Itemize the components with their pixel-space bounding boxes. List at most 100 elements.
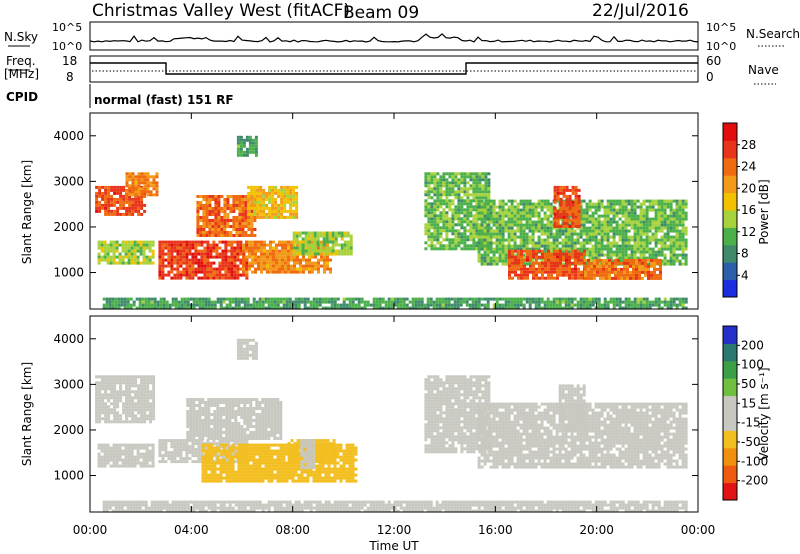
power-cell [151, 243, 155, 247]
power-cell [653, 270, 656, 274]
power-cell [192, 297, 196, 301]
power-cell [211, 210, 215, 213]
power-cell [375, 306, 379, 310]
power-cell [112, 249, 116, 253]
power-cell [669, 199, 673, 203]
power-cell [483, 232, 487, 236]
power-cell [327, 306, 331, 310]
power-cell [553, 224, 557, 228]
power-cell [510, 214, 514, 218]
velocity-cell [131, 414, 135, 418]
power-cell [188, 267, 192, 271]
velocity-cell [146, 402, 150, 406]
power-cell [310, 234, 314, 238]
power-cell [131, 193, 135, 197]
power-cell [304, 249, 308, 253]
power-cell [639, 300, 643, 304]
velocity-cell [143, 411, 147, 415]
velocity-cell [152, 378, 156, 382]
power-cell [663, 262, 667, 266]
power-cell [540, 226, 544, 230]
power-cell [556, 188, 560, 192]
power-cell [565, 203, 569, 207]
power-cell [106, 243, 110, 247]
velocity-cell [113, 381, 117, 385]
power-cell [463, 175, 467, 179]
power-cell [574, 203, 578, 207]
power-cell [666, 214, 670, 218]
power-cell [639, 247, 643, 251]
power-cell [600, 235, 604, 239]
power-cell [609, 208, 613, 212]
power-cell [167, 240, 171, 244]
power-cell [534, 297, 538, 301]
power-cell [635, 261, 638, 265]
power-cell [214, 213, 218, 216]
power-cell [543, 303, 547, 307]
power-cell [469, 226, 473, 230]
power-cell [615, 223, 619, 227]
power-cell [360, 297, 364, 301]
power-cell [137, 212, 141, 216]
power-cell [520, 255, 523, 259]
power-cell [206, 249, 210, 253]
power-cell [644, 264, 647, 268]
power-cell [266, 267, 269, 271]
power-cell [483, 244, 487, 248]
power-cell [128, 194, 132, 198]
power-cell [543, 217, 547, 221]
power-cell [225, 303, 229, 307]
power-cell [600, 241, 604, 245]
power-cell [460, 211, 464, 215]
power-cell [309, 306, 313, 310]
power-cell [136, 246, 140, 250]
power-cell [648, 306, 652, 310]
power-cell [201, 303, 205, 307]
power-cell [546, 244, 550, 248]
power-cell [514, 255, 517, 259]
power-cell [277, 194, 281, 198]
velocity-cell [103, 449, 107, 453]
power-cell [122, 203, 126, 207]
power-cell [552, 247, 556, 251]
power-cell [242, 153, 246, 157]
power-cell [576, 226, 580, 230]
power-cell [188, 264, 192, 268]
power-cell [445, 232, 449, 236]
power-cell [486, 259, 490, 263]
power-cell [559, 270, 562, 274]
power-cell [445, 235, 449, 239]
power-cell [654, 208, 658, 212]
power-cell [645, 241, 649, 245]
power-cell [143, 187, 147, 191]
power-cell [513, 297, 517, 301]
velocity-cell [137, 390, 141, 394]
power-cell [450, 306, 454, 310]
power-cell [320, 252, 323, 256]
power-cell [115, 240, 119, 244]
velocity-cell [113, 390, 117, 394]
velocity-cell [149, 396, 153, 400]
power-cell [594, 226, 598, 230]
power-cell [577, 270, 580, 274]
velocity-cell [152, 411, 156, 415]
power-cell [273, 300, 277, 304]
power-cell [477, 232, 481, 236]
power-cell [510, 205, 514, 209]
power-cell [280, 209, 284, 213]
power-cell [489, 226, 493, 230]
power-cell [127, 246, 131, 250]
power-cell [568, 194, 572, 198]
power-cell [427, 184, 431, 188]
power-cell [311, 240, 314, 244]
power-cell [546, 300, 550, 304]
power-cell [233, 258, 237, 262]
power-cell [287, 243, 290, 247]
power-cell [603, 214, 607, 218]
power-cell [436, 205, 440, 209]
power-cell [267, 306, 271, 310]
power-cell [606, 223, 610, 227]
power-cell [348, 303, 352, 307]
power-cell [238, 213, 242, 216]
power-cell [573, 238, 577, 242]
